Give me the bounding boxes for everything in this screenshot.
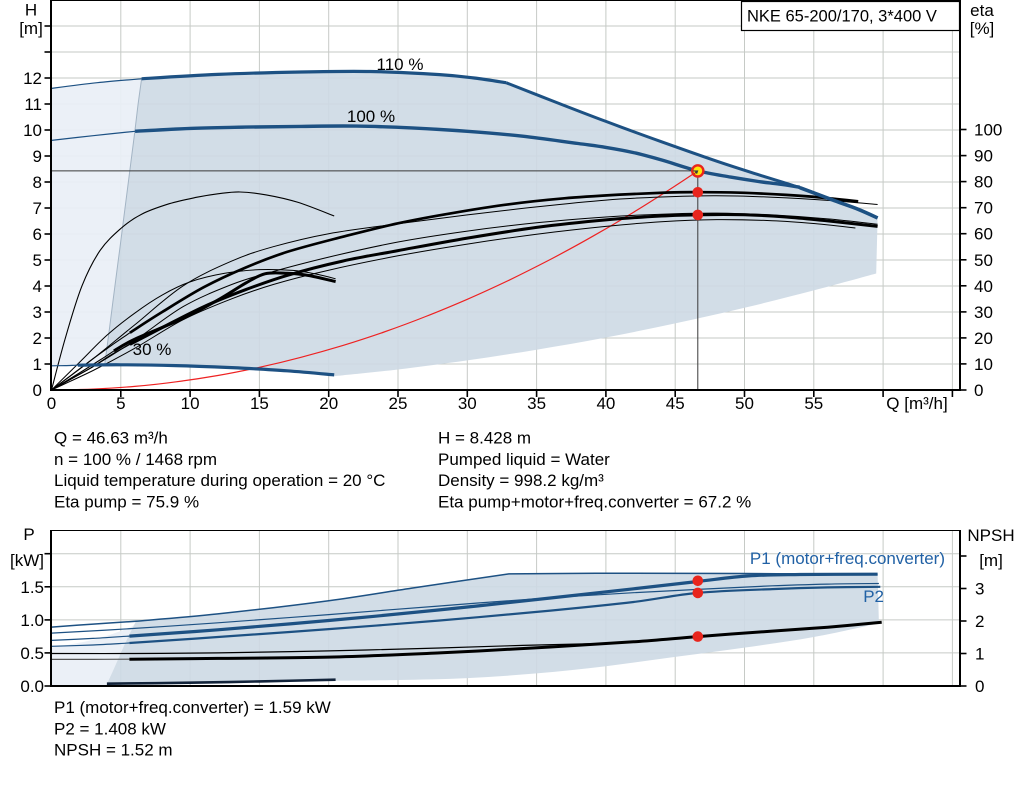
- svg-text:1: 1: [975, 645, 984, 664]
- svg-text:Eta pump+motor+freq.converter: Eta pump+motor+freq.converter = 67.2 %: [438, 492, 751, 511]
- svg-text:2: 2: [33, 329, 42, 348]
- svg-text:Q = 46.63 m³/h: Q = 46.63 m³/h: [54, 429, 168, 448]
- svg-text:45: 45: [666, 394, 685, 413]
- svg-text:NPSH = 1.52 m: NPSH = 1.52 m: [54, 741, 173, 760]
- svg-text:5: 5: [116, 394, 125, 413]
- svg-text:P: P: [23, 525, 34, 544]
- svg-text:3: 3: [33, 303, 42, 322]
- svg-text:0: 0: [47, 394, 56, 413]
- svg-text:H = 8.428 m: H = 8.428 m: [438, 429, 531, 448]
- svg-text:[%]: [%]: [970, 19, 995, 38]
- svg-text:30: 30: [458, 394, 477, 413]
- svg-text:Q [m³/h]: Q [m³/h]: [886, 394, 947, 413]
- svg-text:40: 40: [974, 277, 993, 296]
- svg-text:0.5: 0.5: [20, 644, 44, 663]
- svg-text:25: 25: [389, 394, 408, 413]
- svg-text:80: 80: [974, 173, 993, 192]
- svg-text:0: 0: [33, 381, 42, 400]
- svg-text:n = 100 % / 1468 rpm: n = 100 % / 1468 rpm: [54, 450, 217, 469]
- svg-text:1.5: 1.5: [20, 578, 44, 597]
- svg-text:4: 4: [33, 277, 42, 296]
- svg-text:[m]: [m]: [979, 551, 1003, 570]
- svg-text:P2: P2: [863, 587, 884, 606]
- svg-text:50: 50: [735, 394, 754, 413]
- svg-text:10: 10: [181, 394, 200, 413]
- svg-text:P2 = 1.408 kW: P2 = 1.408 kW: [54, 719, 166, 738]
- svg-text:40: 40: [596, 394, 615, 413]
- svg-text:0: 0: [974, 381, 983, 400]
- svg-text:20: 20: [319, 394, 338, 413]
- svg-text:H: H: [25, 1, 37, 20]
- svg-text:P1 (motor+freq.converter): P1 (motor+freq.converter): [750, 549, 945, 568]
- svg-text:9: 9: [33, 147, 42, 166]
- svg-text:10: 10: [974, 355, 993, 374]
- svg-text:1: 1: [33, 355, 42, 374]
- svg-text:0: 0: [975, 677, 984, 696]
- svg-text:110 %: 110 %: [377, 55, 424, 74]
- svg-text:10: 10: [23, 121, 42, 140]
- svg-text:15: 15: [250, 394, 269, 413]
- svg-text:100: 100: [974, 121, 1002, 140]
- svg-text:2: 2: [975, 612, 984, 631]
- svg-text:50: 50: [974, 251, 993, 270]
- svg-text:30: 30: [974, 303, 993, 322]
- svg-text:1.0: 1.0: [20, 611, 44, 630]
- svg-text:12: 12: [23, 69, 42, 88]
- svg-text:0.0: 0.0: [20, 677, 44, 696]
- svg-text:55: 55: [804, 394, 823, 413]
- svg-text:11: 11: [24, 95, 42, 114]
- svg-text:NKE 65-200/170, 3*400 V: NKE 65-200/170, 3*400 V: [747, 8, 937, 26]
- svg-text:P1 (motor+freq.converter) = 1.: P1 (motor+freq.converter) = 1.59 kW: [54, 698, 331, 717]
- svg-text:Eta pump = 75.9 %: Eta pump = 75.9 %: [54, 492, 199, 511]
- svg-text:NPSH: NPSH: [967, 526, 1014, 545]
- svg-text:[kW]: [kW]: [10, 551, 44, 570]
- svg-text:60: 60: [974, 225, 993, 244]
- svg-text:Pumped liquid = Water: Pumped liquid = Water: [438, 450, 610, 469]
- svg-text:Liquid temperature during oper: Liquid temperature during operation = 20…: [54, 471, 385, 490]
- svg-text:90: 90: [974, 147, 993, 166]
- svg-text:35: 35: [527, 394, 546, 413]
- svg-text:30 %: 30 %: [133, 340, 172, 359]
- svg-text:5: 5: [33, 251, 42, 270]
- svg-text:100 %: 100 %: [347, 107, 395, 126]
- svg-text:eta: eta: [970, 1, 994, 20]
- svg-text:20: 20: [974, 329, 993, 348]
- svg-text:8: 8: [33, 173, 42, 192]
- svg-text:70: 70: [974, 199, 993, 218]
- svg-text:6: 6: [33, 225, 42, 244]
- svg-text:3: 3: [975, 580, 984, 599]
- svg-text:[m]: [m]: [19, 19, 43, 38]
- svg-text:7: 7: [33, 199, 42, 218]
- svg-text:Density = 998.2 kg/m³: Density = 998.2 kg/m³: [438, 471, 604, 490]
